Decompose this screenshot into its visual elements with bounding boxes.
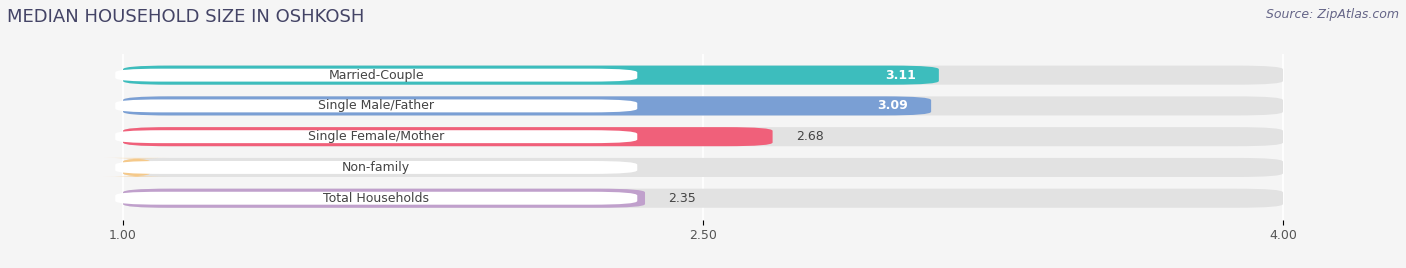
Text: 2.35: 2.35 — [668, 192, 696, 205]
FancyBboxPatch shape — [124, 189, 645, 208]
FancyBboxPatch shape — [115, 161, 637, 174]
Text: Single Male/Father: Single Male/Father — [318, 99, 434, 112]
Text: Single Female/Mother: Single Female/Mother — [308, 130, 444, 143]
Text: Married-Couple: Married-Couple — [329, 69, 425, 82]
FancyBboxPatch shape — [124, 96, 931, 116]
FancyBboxPatch shape — [115, 192, 637, 205]
FancyBboxPatch shape — [124, 66, 1284, 85]
Text: MEDIAN HOUSEHOLD SIZE IN OSHKOSH: MEDIAN HOUSEHOLD SIZE IN OSHKOSH — [7, 8, 364, 26]
FancyBboxPatch shape — [115, 130, 637, 143]
FancyBboxPatch shape — [124, 127, 1284, 146]
Text: 1.07: 1.07 — [173, 161, 201, 174]
FancyBboxPatch shape — [115, 69, 637, 81]
FancyBboxPatch shape — [124, 127, 773, 146]
FancyBboxPatch shape — [104, 158, 170, 177]
FancyBboxPatch shape — [124, 96, 1284, 116]
Text: Total Households: Total Households — [323, 192, 429, 205]
Text: Non-family: Non-family — [342, 161, 411, 174]
FancyBboxPatch shape — [124, 158, 1284, 177]
Text: 3.09: 3.09 — [877, 99, 908, 112]
Text: 3.11: 3.11 — [884, 69, 915, 82]
Text: Source: ZipAtlas.com: Source: ZipAtlas.com — [1265, 8, 1399, 21]
Text: 2.68: 2.68 — [796, 130, 824, 143]
FancyBboxPatch shape — [124, 189, 1284, 208]
FancyBboxPatch shape — [115, 99, 637, 112]
FancyBboxPatch shape — [124, 66, 939, 85]
